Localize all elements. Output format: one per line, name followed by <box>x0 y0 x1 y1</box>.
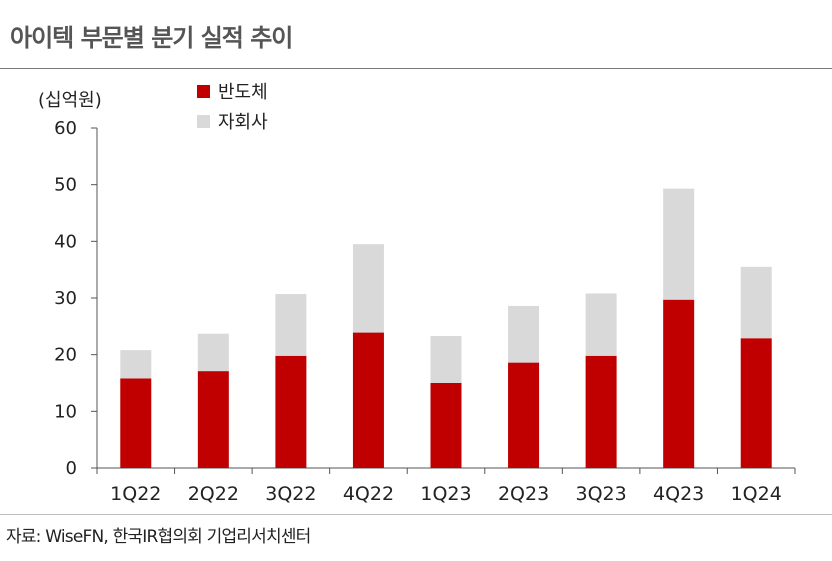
bar-subsidiary <box>430 335 462 383</box>
x-tick-label: 4Q22 <box>343 483 394 505</box>
bars <box>120 188 772 468</box>
y-tick-label: 60 <box>54 118 77 139</box>
bar-subsidiary <box>585 293 617 356</box>
legend-item-semiconductor: 반도체 <box>197 76 268 106</box>
chart-title: 아이텍 부문별 분기 실적 추이 <box>10 24 293 52</box>
legend-label-subsidiary: 자회사 <box>218 112 268 133</box>
x-tick-label: 1Q23 <box>420 483 471 505</box>
x-tick-label: 1Q22 <box>110 483 161 505</box>
bar-subsidiary <box>275 294 307 356</box>
y-axis: 0 10 20 30 40 50 60 <box>54 118 98 479</box>
y-axis-unit: (십억원) <box>38 90 102 111</box>
bar-semiconductor <box>197 371 229 468</box>
y-tick-label: 30 <box>54 288 77 309</box>
title-divider <box>0 68 832 69</box>
bar-semiconductor <box>508 362 540 468</box>
y-tick-label: 40 <box>54 231 77 252</box>
bar-semiconductor <box>585 355 617 468</box>
bar-subsidiary <box>120 350 152 379</box>
bar-semiconductor <box>120 378 152 468</box>
bar-subsidiary <box>508 305 540 363</box>
legend: 반도체 자회사 <box>197 76 268 136</box>
x-tick-label: 2Q22 <box>188 483 239 505</box>
y-tick-label: 10 <box>54 401 77 422</box>
bar-subsidiary <box>663 188 695 300</box>
bar-subsidiary <box>197 333 229 372</box>
bar-semiconductor <box>275 355 307 468</box>
bar-semiconductor <box>430 383 462 468</box>
x-tick-label: 2Q23 <box>498 483 549 505</box>
bar-semiconductor <box>352 332 384 468</box>
y-tick-label: 20 <box>54 345 77 366</box>
legend-item-subsidiary: 자회사 <box>197 106 268 136</box>
y-tick-label: 0 <box>66 458 77 479</box>
x-tick-label: 4Q23 <box>653 483 704 505</box>
bar-semiconductor <box>740 338 772 468</box>
x-axis: 1Q22 2Q22 3Q22 4Q22 1Q23 2Q23 3Q23 4Q23 1Q24 <box>96 467 796 505</box>
x-tick-label: 3Q23 <box>575 483 626 505</box>
source-divider <box>0 514 832 515</box>
y-tick-label: 50 <box>54 175 77 196</box>
source-note: 자료: WiseFN, 한국IR협의회 기업리서치센터 <box>6 527 311 547</box>
x-tick-label: 3Q22 <box>265 483 316 505</box>
x-tick-label: 1Q24 <box>731 483 782 505</box>
stacked-bar-chart: 0 10 20 30 40 50 60 1Q22 2Q22 3Q22 4Q22 1Q23 2Q23 3Q… <box>54 118 796 505</box>
legend-label-semiconductor: 반도체 <box>218 82 268 103</box>
bar-semiconductor <box>663 299 695 468</box>
bar-subsidiary <box>740 266 772 339</box>
bar-subsidiary <box>352 244 384 333</box>
legend-swatch-semiconductor <box>197 84 210 98</box>
legend-swatch-subsidiary <box>197 114 210 128</box>
